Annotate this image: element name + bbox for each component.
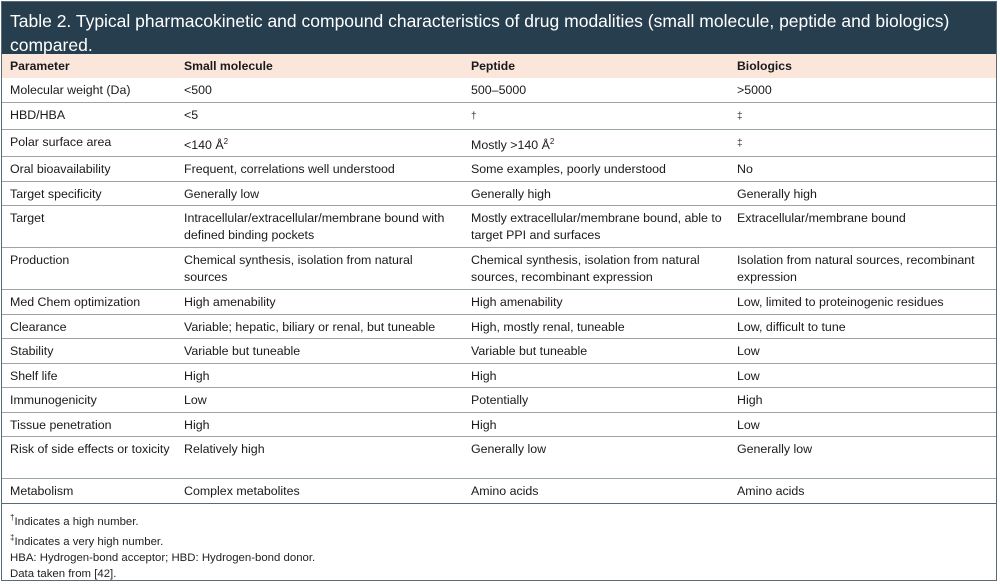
cell-text: <140 Å [184, 137, 224, 152]
cell-small-molecule: Variable; hepatic, biliary or renal, but… [176, 313, 463, 339]
cell-text: Mostly >140 Å [471, 137, 550, 152]
cell-biologics: Low [729, 338, 996, 364]
cell-small-molecule: Generally low [176, 180, 463, 206]
table-row: Target specificity Generally low General… [2, 180, 996, 206]
cell-biologics: Low, limited to proteinogenic residues [729, 289, 996, 315]
cell-parameter: Metabolism [2, 478, 176, 504]
cell-small-molecule: High [176, 362, 463, 388]
cell-small-molecule: Chemical synthesis, isolation from natur… [176, 247, 463, 290]
cell-biologics: Low [729, 362, 996, 388]
table-row: Tissue penetration High High Low [2, 411, 996, 437]
cell-biologics: Extracellular/membrane bound [729, 205, 996, 248]
double-dagger-mark: ‡ [737, 137, 743, 149]
footnote-text: Indicates a very high number. [14, 535, 164, 548]
cell-biologics: Generally high [729, 180, 996, 206]
cell-biologics: No [729, 156, 996, 182]
table-row: Shelf life High High Low [2, 362, 996, 388]
table-row: Risk of side effects or toxicity Relativ… [2, 436, 996, 479]
cell-small-molecule: High amenability [176, 289, 463, 315]
cell-peptide: High [463, 411, 729, 437]
cell-peptide: High [463, 362, 729, 388]
cell-parameter: Target [2, 205, 176, 248]
cell-parameter: Target specificity [2, 180, 176, 206]
cell-peptide: High amenability [463, 289, 729, 315]
cell-biologics: >5000 [737, 83, 772, 97]
header-biologics: Biologics [737, 59, 792, 73]
cell-biologics: High [729, 387, 996, 413]
cell-peptide: Some examples, poorly understood [463, 156, 729, 182]
cell-peptide: Potentially [463, 387, 729, 413]
cell-parameter: Production [2, 247, 176, 290]
table-row: Production Chemical synthesis, isolation… [2, 247, 996, 290]
cell-peptide: Chemical synthesis, isolation from natur… [463, 247, 729, 290]
cell-small-molecule: Low [176, 387, 463, 413]
cell-small-molecule: <500 [184, 83, 212, 97]
dagger-mark: † [471, 111, 477, 122]
table-row: Stability Variable but tuneable Variable… [2, 338, 996, 364]
cell-biologics: Amino acids [729, 478, 996, 504]
footnote-source: Data taken from [42]. [10, 568, 117, 581]
cell-peptide: 500–5000 [471, 83, 527, 97]
cell-parameter: Risk of side effects or toxicity [2, 436, 176, 479]
footnote-double-dagger: ‡Indicates a very high number. [10, 530, 988, 550]
dagger-mark: † [10, 512, 15, 522]
cell-parameter: Shelf life [2, 362, 176, 388]
footnote-text: Indicates a high number. [14, 515, 139, 528]
cell-small-molecule: Complex metabolites [176, 478, 463, 504]
table-row: Metabolism Complex metabolites Amino aci… [2, 478, 996, 504]
cell-peptide: Amino acids [463, 478, 729, 504]
cell-biologics: Generally low [729, 436, 996, 479]
cell-parameter: Polar surface area [2, 128, 176, 157]
footnote-abbreviations: HBA: Hydrogen-bond acceptor; HBD: Hydrog… [10, 551, 316, 564]
table-footnotes: †Indicates a high number. ‡Indicates a v… [2, 504, 996, 581]
double-dagger-mark: ‡ [10, 532, 15, 542]
table-row: Polar surface area <140 Å2 Mostly >140 Å… [2, 128, 996, 157]
cell-small-molecule: Relatively high [176, 436, 463, 479]
cell-parameter: Molecular weight (Da) [10, 83, 131, 97]
cell-parameter: HBD/HBA [2, 102, 176, 129]
cell-small-molecule: <5 [176, 102, 463, 129]
header-peptide: Peptide [471, 59, 516, 73]
cell-parameter: Med Chem optimization [2, 289, 176, 315]
header-row: Parameter Small molecule Peptide Biologi… [2, 54, 996, 78]
table-row: Immunogenicity Low Potentially High [2, 387, 996, 413]
cell-biologics: Low, difficult to tune [729, 313, 996, 339]
table-row: Clearance Variable; hepatic, biliary or … [2, 313, 996, 339]
cell-biologics: ‡ [729, 128, 996, 157]
header-small-molecule: Small molecule [184, 59, 273, 73]
table-row: Molecular weight (Da) <500 500–5000 >500… [2, 78, 996, 103]
cell-small-molecule: Frequent, correlations well understood [176, 156, 463, 182]
cell-peptide: Variable but tuneable [463, 338, 729, 364]
cell-small-molecule: High [176, 411, 463, 437]
superscript: 2 [549, 136, 555, 146]
cell-parameter: Clearance [2, 313, 176, 339]
cell-biologics: Isolation from natural sources, recombin… [729, 247, 996, 290]
cell-parameter: Tissue penetration [2, 411, 176, 437]
cell-small-molecule: Intracellular/extracellular/membrane bou… [176, 205, 463, 248]
cell-peptide: Mostly extracellular/membrane bound, abl… [463, 205, 729, 248]
footnote-dagger: †Indicates a high number. [10, 510, 988, 530]
table-row: Oral bioavailability Frequent, correlati… [2, 156, 996, 182]
cell-peptide: High, mostly renal, tuneable [463, 313, 729, 339]
table-title: Table 2. Typical pharmacokinetic and com… [2, 2, 996, 55]
cell-parameter: Immunogenicity [2, 387, 176, 413]
table-row: Med Chem optimization High amenability H… [2, 289, 996, 315]
cell-small-molecule: Variable but tuneable [176, 338, 463, 364]
cell-peptide: Generally low [463, 436, 729, 479]
cell-peptide: † [463, 102, 729, 129]
cell-peptide: Generally high [463, 180, 729, 206]
cell-parameter: Stability [2, 338, 176, 364]
double-dagger-mark: ‡ [737, 111, 743, 122]
cell-biologics: ‡ [729, 102, 996, 129]
header-parameter: Parameter [10, 59, 70, 73]
cell-small-molecule: <140 Å2 [176, 128, 463, 157]
table-row: HBD/HBA <5 † ‡ [2, 102, 996, 129]
comparison-table: Parameter Small molecule Peptide Biologi… [2, 54, 996, 504]
table-row: Target Intracellular/extracellular/membr… [2, 205, 996, 248]
cell-biologics: Low [729, 411, 996, 437]
superscript: 2 [223, 136, 229, 146]
cell-parameter: Oral bioavailability [2, 156, 176, 182]
cell-peptide: Mostly >140 Å2 [463, 128, 729, 157]
